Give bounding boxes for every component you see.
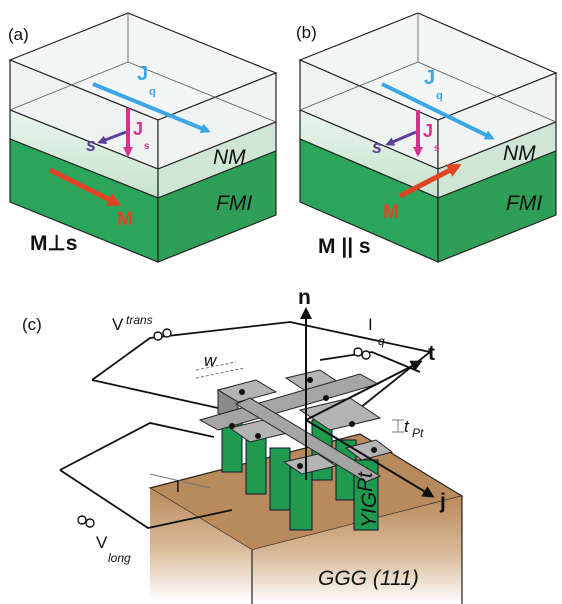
b-m-arrow	[398, 163, 462, 199]
yig-pillar	[269, 447, 291, 511]
a-caption: M⊥s	[30, 232, 77, 255]
a-s-label: s	[86, 135, 96, 155]
a-m-label: M	[117, 209, 133, 230]
v-trans-label: V	[112, 315, 124, 334]
contact-pad	[239, 389, 245, 395]
pt-label: Pt	[354, 471, 377, 492]
trans-circuit	[91, 321, 433, 409]
w-label: w	[204, 351, 218, 370]
a-js-sub: s	[144, 141, 150, 152]
tpt-label: t	[404, 417, 410, 436]
w-dimension-2	[195, 367, 245, 379]
hall-bar	[198, 369, 394, 531]
double-circle-icon	[361, 350, 371, 360]
t-axis	[305, 360, 423, 421]
iq-circuit	[319, 351, 421, 373]
double-circle-icon	[153, 331, 163, 341]
pt-block	[298, 397, 382, 431]
a-jq-sub: q	[149, 86, 156, 98]
double-circle-icon	[85, 518, 95, 528]
iq-label: I	[368, 315, 373, 334]
v-trans-sub: trans	[126, 313, 153, 327]
a-fmi-side	[157, 150, 277, 263]
t-axis-label: t	[428, 342, 435, 365]
pt-block	[344, 439, 394, 461]
trans-circuit-lower	[91, 379, 237, 413]
contact-pad	[307, 377, 313, 383]
contact-pad	[229, 423, 235, 429]
double-circle-icon	[77, 515, 87, 525]
b-jq-sub: q	[436, 90, 443, 102]
b-s-label: s	[372, 137, 382, 157]
iq-sub: q	[378, 334, 385, 348]
j-axis	[305, 419, 435, 498]
w-dimension	[195, 361, 237, 371]
iq-source	[353, 347, 371, 360]
yig-label: YIG	[358, 492, 381, 528]
pt-bar-j	[234, 397, 382, 483]
b-js-label: J	[423, 121, 433, 141]
a-hidden-edge-2	[127, 61, 277, 123]
b-fmi-side	[437, 150, 557, 263]
j-axis-label: j	[439, 490, 446, 513]
b-jq-arrow	[381, 82, 495, 140]
panel-b-label: (b)	[296, 23, 317, 42]
b-fmi-label: FMI	[506, 192, 542, 215]
b-caption: M || s	[318, 235, 371, 258]
a-jq-arrow	[92, 82, 211, 133]
a-s-arrow	[97, 130, 127, 145]
contact-pad	[297, 463, 303, 469]
a-fmi-label: FMI	[216, 192, 252, 215]
panel-c-label: (c)	[22, 315, 42, 334]
v-trans-meter	[153, 328, 172, 341]
b-nm-label: NM	[503, 142, 536, 165]
panel-a-label: (a)	[8, 25, 29, 44]
panel-b: (b) J q J s s M NM FMI M || s	[296, 12, 558, 263]
v-long-label: V	[96, 533, 108, 552]
v-long-meter	[77, 515, 95, 528]
v-long-sub: long	[108, 551, 131, 565]
l-dimension	[149, 473, 211, 489]
a-m-arrow	[48, 167, 122, 207]
substrate-front	[150, 488, 252, 600]
contact-pad	[255, 433, 261, 439]
b-m-label: M	[383, 202, 399, 223]
b-js-sub: s	[434, 143, 440, 154]
a-js-label: J	[133, 119, 143, 139]
contact-pad	[349, 421, 355, 427]
b-hidden-edge-1	[299, 61, 419, 111]
b-hidden-edge-2	[417, 61, 557, 123]
a-nm-label: NM	[213, 146, 246, 169]
long-circuit-upper	[59, 422, 215, 471]
double-circle-icon	[353, 347, 363, 357]
substrate-side	[252, 496, 462, 604]
panel-a: (a) J q J s s M NM FMI M⊥s	[8, 12, 278, 263]
panel-c: (c) GGG (111)	[22, 286, 464, 604]
l-label: l	[176, 477, 180, 496]
b-jq-label: J	[424, 67, 435, 89]
tpt-sub: Pt	[412, 426, 424, 440]
contact-pad	[323, 395, 329, 401]
double-circle-icon	[162, 328, 172, 338]
n-axis-label: n	[298, 286, 311, 309]
b-s-arrow	[385, 130, 417, 146]
yig-pillar	[289, 467, 313, 531]
contact-pad	[371, 447, 377, 453]
long-circuit-lower	[59, 469, 233, 529]
a-hidden-edge-1	[9, 61, 129, 111]
substrate-label: GGG (111)	[318, 567, 419, 590]
a-jq-label: J	[137, 63, 148, 85]
